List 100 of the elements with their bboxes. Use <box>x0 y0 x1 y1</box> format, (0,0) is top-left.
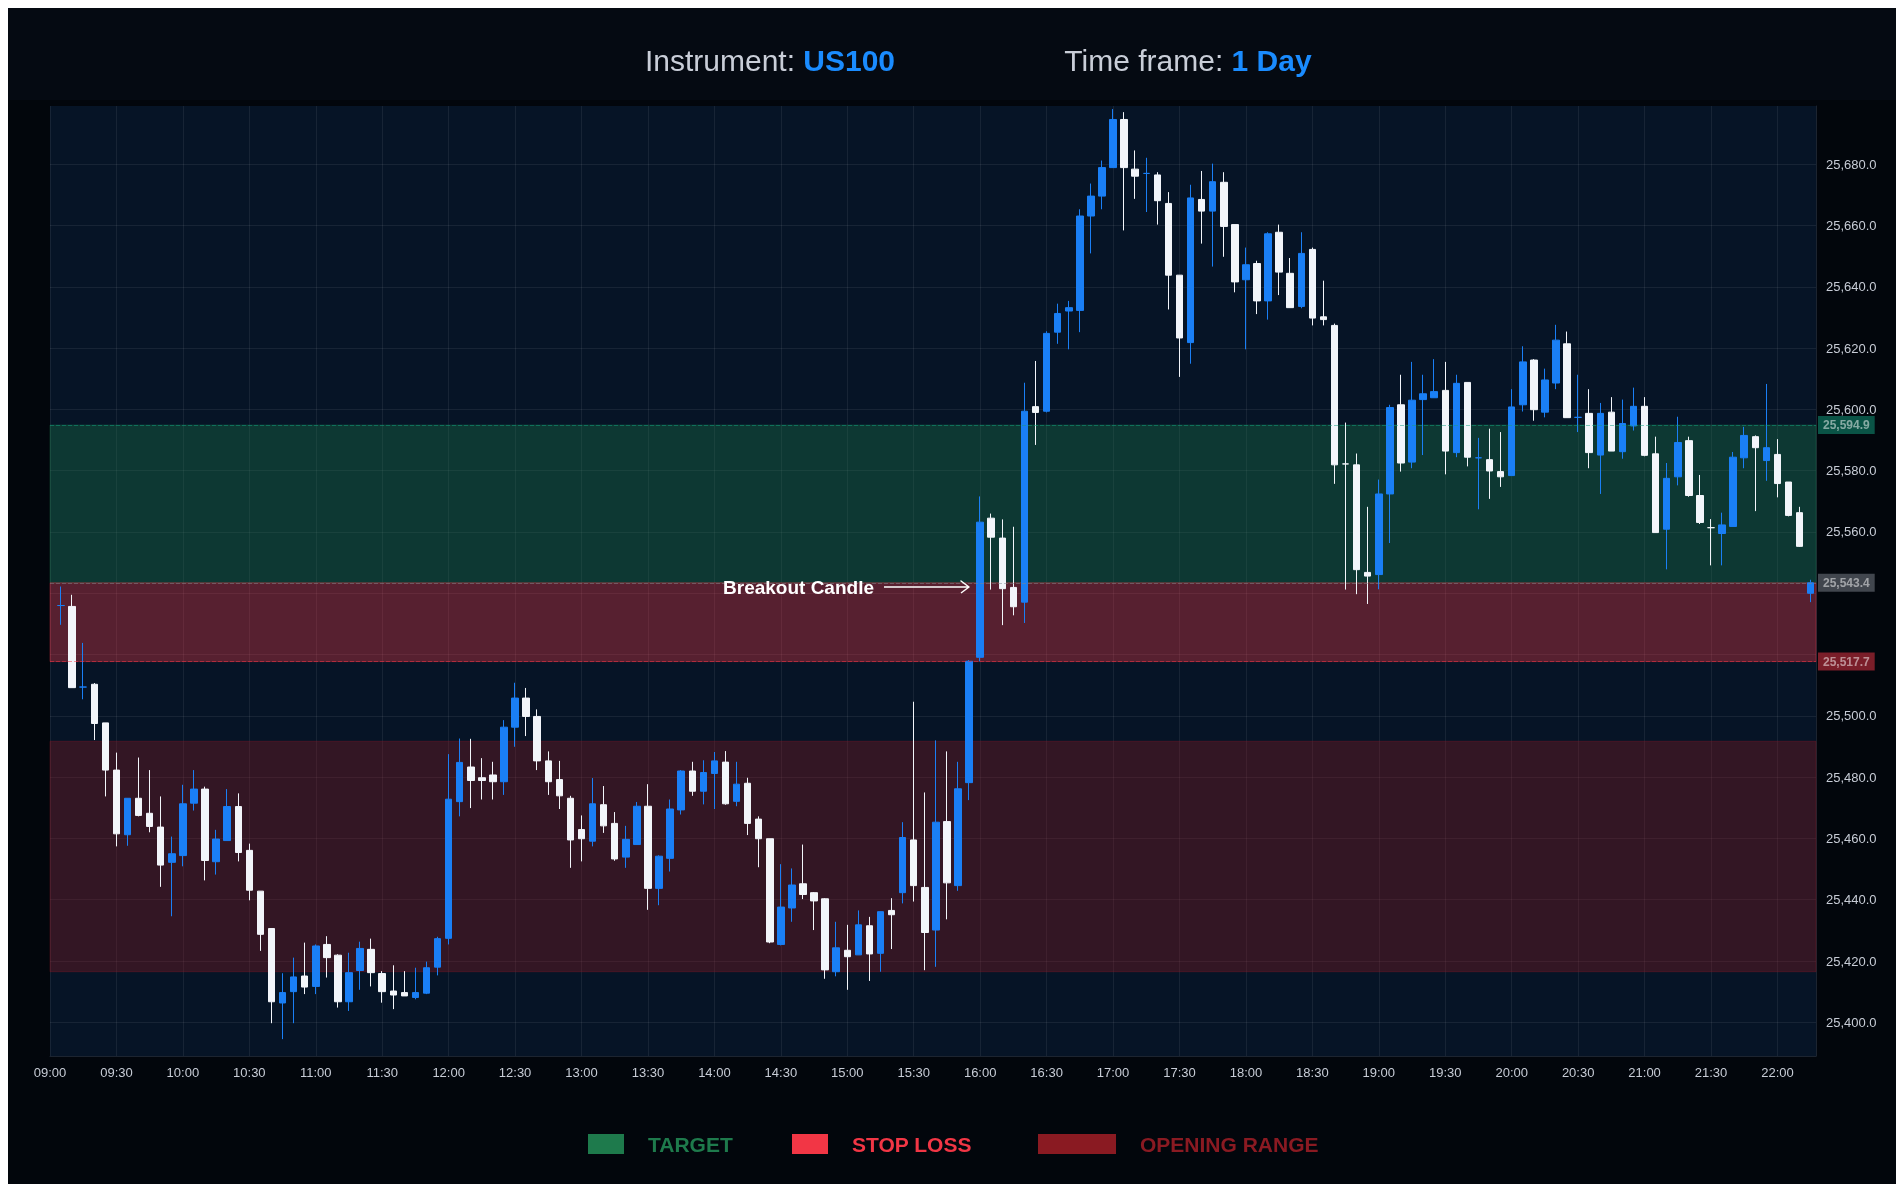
candlestick <box>965 659 973 801</box>
candlestick <box>401 970 408 997</box>
candlestick <box>1109 108 1117 169</box>
candlestick <box>589 777 596 847</box>
x-tick-label: 12:30 <box>498 1065 532 1080</box>
x-tick-label: 14:00 <box>698 1065 731 1080</box>
candlestick <box>124 797 131 847</box>
x-tick-label: 16:00 <box>963 1065 997 1080</box>
x-tick-label: 19:30 <box>1428 1065 1462 1080</box>
candlestick <box>1619 399 1626 460</box>
x-tick-label: 09:30 <box>100 1065 133 1080</box>
candlestick <box>190 769 198 812</box>
candlestick <box>844 924 851 991</box>
candlestick <box>1065 300 1073 350</box>
candlestick <box>932 739 940 968</box>
ref-line-label: 25,543.4 <box>1823 575 1871 590</box>
y-tick-label: 25,440.0 <box>1826 892 1877 908</box>
candlestick <box>1098 160 1106 210</box>
candlestick <box>1397 374 1405 473</box>
candlestick <box>1331 323 1338 485</box>
candlestick <box>1475 437 1482 510</box>
candlestick <box>1763 383 1770 482</box>
candlestick <box>367 938 375 987</box>
candlestick <box>467 738 475 809</box>
y-tick-label: 25,460.0 <box>1826 830 1877 846</box>
candlestick <box>677 769 685 816</box>
candlestick <box>832 921 840 977</box>
candlestick <box>290 957 297 1024</box>
candlestick <box>711 751 718 810</box>
candlestick <box>312 943 320 995</box>
candlestick <box>755 815 762 868</box>
candlestick <box>644 783 652 911</box>
candlestick <box>1032 360 1039 446</box>
candlestick <box>910 701 917 903</box>
y-tick-label: 25,420.0 <box>1826 953 1877 969</box>
candlestick <box>179 784 187 867</box>
y-tick-label: 25,560.0 <box>1826 524 1877 540</box>
candlestick <box>1264 231 1272 321</box>
candlestick <box>1286 257 1294 309</box>
candlestick <box>79 642 87 700</box>
candlestick <box>345 952 353 1012</box>
candlestick <box>666 799 674 873</box>
candlestick <box>57 586 65 626</box>
candlestick <box>1408 361 1416 469</box>
legend-label: STOP LOSS <box>852 1132 972 1156</box>
candlestick <box>1740 426 1748 469</box>
candlestick <box>1198 170 1205 245</box>
candlestick <box>268 928 275 1024</box>
candlestick <box>1541 368 1549 418</box>
candlestick <box>1508 388 1515 477</box>
y-tick-label: 25,500.0 <box>1826 708 1877 724</box>
candlestick <box>1242 247 1250 350</box>
candlestick <box>1430 358 1438 399</box>
candlestick <box>257 890 264 952</box>
candlestick <box>1043 330 1050 413</box>
candlestick <box>168 836 176 917</box>
candlestick <box>866 916 873 982</box>
candlestick <box>1054 303 1061 345</box>
ref-line-label: 25,594.9 <box>1823 418 1871 433</box>
candlestick <box>899 821 906 904</box>
candlestick <box>533 708 541 771</box>
x-tick-label: 11:00 <box>299 1065 332 1080</box>
candlestick <box>390 964 397 1010</box>
x-tick-label: 09:00 <box>33 1065 67 1080</box>
candlestick <box>1386 404 1394 544</box>
ref-line-label: 25,517.7 <box>1823 654 1871 669</box>
x-tick-label: 22:00 <box>1761 1065 1794 1080</box>
candlestick <box>954 761 962 892</box>
legend-label: OPENING RANGE <box>1140 1132 1319 1156</box>
candlestick <box>999 518 1006 626</box>
candlestick <box>689 761 696 797</box>
candlestick <box>810 891 818 931</box>
candlestick <box>212 829 220 876</box>
candlestick <box>1530 358 1538 422</box>
candlestick <box>1120 111 1128 231</box>
x-tick-label: 16:30 <box>1030 1065 1063 1080</box>
candlestick <box>821 897 829 980</box>
y-tick-label: 25,580.0 <box>1826 463 1877 479</box>
candlestick <box>1309 247 1316 326</box>
x-tick-label: 11:30 <box>366 1065 398 1080</box>
candlestick <box>733 761 740 807</box>
candlestick <box>68 594 76 689</box>
candlestick <box>1275 224 1283 296</box>
candlestick <box>877 911 884 973</box>
candlestick <box>1663 462 1670 570</box>
candlestick <box>611 811 618 862</box>
x-tick-label: 17:00 <box>1096 1065 1130 1080</box>
x-tick-label: 20:00 <box>1495 1065 1528 1080</box>
candlestick <box>1187 184 1194 365</box>
candlestick <box>1807 579 1814 603</box>
candlestick <box>1685 436 1693 498</box>
x-tick-label: 12:00 <box>432 1065 465 1080</box>
candlestick <box>1674 416 1682 486</box>
candlestick <box>1220 171 1228 258</box>
candlestick <box>1087 183 1095 254</box>
candlestick <box>600 785 607 834</box>
candlestick <box>456 738 463 817</box>
legend-label: TARGET <box>648 1132 733 1156</box>
candlestick <box>423 961 430 995</box>
candlestick <box>788 867 796 923</box>
